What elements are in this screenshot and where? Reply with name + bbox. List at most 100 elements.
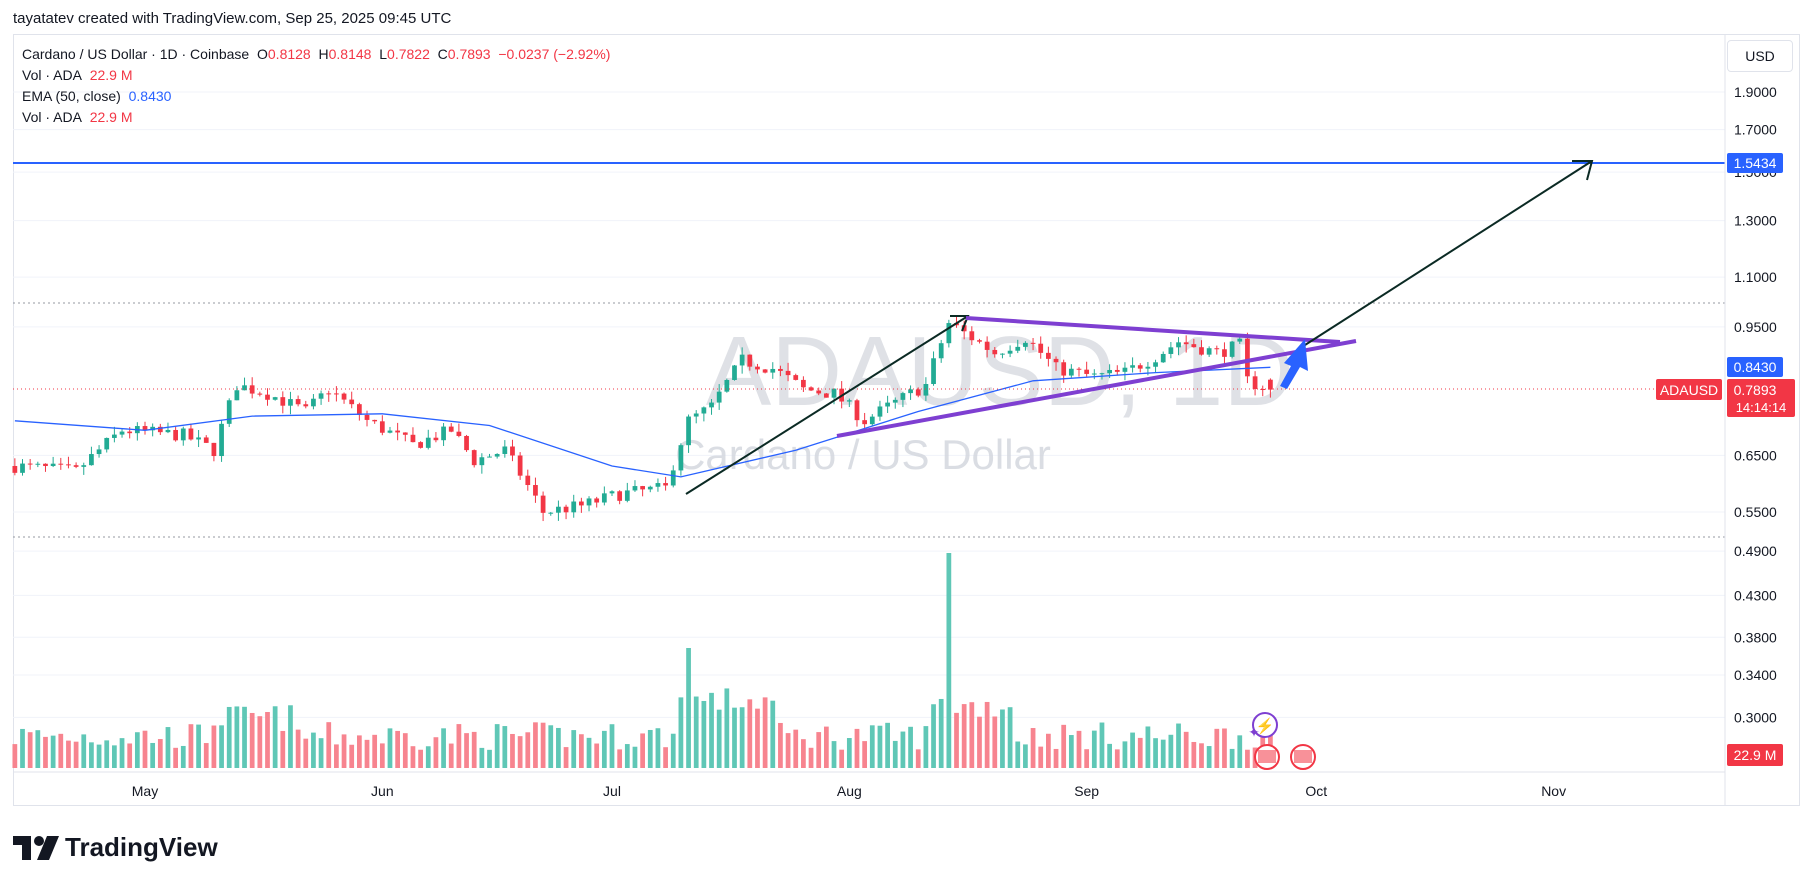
- price-tick-label: 0.6500: [1734, 447, 1777, 463]
- volume-bar: [364, 739, 370, 768]
- symbol-badge-label: ADAUSD: [1660, 382, 1718, 398]
- candle-body: [624, 490, 630, 501]
- volume-bar: [655, 728, 661, 768]
- volume-bar: [732, 707, 737, 768]
- volume-bar: [234, 706, 240, 768]
- candle-body: [601, 493, 607, 503]
- legend-volume-label: Vol · ADA: [22, 67, 82, 83]
- breakout-arrow-icon[interactable]: [1280, 339, 1308, 389]
- candle-body: [318, 393, 324, 399]
- price-axis[interactable]: 1.90001.70001.50001.30001.10000.95000.65…: [1734, 84, 1777, 725]
- candle-body: [89, 454, 94, 466]
- legend-volume2-label: Vol · ADA: [22, 109, 82, 125]
- legend-volume2-row[interactable]: Vol · ADA 22.9 M: [22, 107, 610, 128]
- candle-body: [27, 463, 33, 465]
- volume-bar: [1153, 738, 1158, 768]
- candle-body: [448, 426, 454, 432]
- candle-body: [739, 354, 745, 366]
- volume-bar: [678, 697, 684, 768]
- volume-bar: [1214, 728, 1220, 768]
- volume-bar: [494, 724, 500, 768]
- triangle-upper-line[interactable]: [965, 316, 1341, 344]
- volume-bar: [127, 743, 133, 768]
- projection-arrow-line[interactable]: [1304, 160, 1593, 346]
- volume-bar: [540, 722, 546, 768]
- legend-change: −0.0237 (−2.92%): [498, 46, 611, 62]
- volume-bar: [249, 712, 255, 768]
- volume-bar: [471, 731, 477, 768]
- volume-bar: [1229, 748, 1235, 768]
- candle-body: [946, 323, 952, 344]
- volume-bar: [272, 706, 278, 768]
- volume-bar: [441, 728, 446, 768]
- volume-bar: [410, 746, 416, 768]
- legend-symbol-row: Cardano / US Dollar · 1D · Coinbase O0.8…: [22, 44, 610, 65]
- candle-body: [869, 416, 875, 425]
- volume-bar: [739, 707, 745, 768]
- candle-body: [341, 393, 347, 400]
- candle-body: [81, 465, 87, 467]
- candle-body: [410, 434, 416, 443]
- candle-body: [1160, 353, 1166, 363]
- volume-bar: [1000, 709, 1005, 768]
- projection-arrowhead: [1572, 160, 1594, 181]
- candle-body: [349, 399, 355, 405]
- candle-body: [1229, 341, 1235, 357]
- trend-arrow-line[interactable]: [685, 315, 969, 495]
- candle-body: [295, 399, 301, 405]
- volume-bar: [1023, 744, 1028, 768]
- volume-bar: [134, 732, 140, 768]
- triangle-lower-line[interactable]: [836, 339, 1357, 438]
- volume-bar: [624, 744, 630, 768]
- volume-bar: [1122, 741, 1128, 768]
- event-flash-icon[interactable]: [1252, 712, 1278, 738]
- candle-body: [311, 398, 316, 407]
- candle-body: [1168, 347, 1174, 354]
- candle-body: [196, 437, 201, 440]
- candle-body: [425, 437, 431, 448]
- countdown-label: 14:14:14: [1736, 400, 1787, 415]
- candle-body: [517, 455, 523, 476]
- volume-bar: [1068, 735, 1074, 768]
- volume-bar: [165, 727, 171, 768]
- time-tick-label: Nov: [1541, 783, 1566, 799]
- event-icons[interactable]: ⚡ ✦: [1248, 712, 1316, 770]
- time-axis[interactable]: May Jun Jul Aug Sep Oct Nov: [132, 783, 1566, 799]
- volume-bar: [724, 688, 730, 768]
- candle-body: [977, 340, 982, 342]
- price-tick-label: 1.1000: [1734, 269, 1777, 285]
- us-flag-icon-2-stripes: [1294, 750, 1312, 763]
- volume-bar: [464, 733, 469, 768]
- volume-bar: [594, 743, 600, 768]
- volume-bar: [640, 733, 645, 768]
- candle-body: [1191, 344, 1197, 348]
- candle-body: [1145, 366, 1151, 369]
- currency-button[interactable]: USD: [1727, 40, 1793, 72]
- tradingview-logo[interactable]: TradingView: [13, 832, 218, 863]
- volume-bar: [716, 709, 722, 768]
- volume-bar: [196, 724, 201, 768]
- candle-body: [211, 442, 217, 457]
- candle-body: [533, 485, 538, 496]
- volume-bar: [816, 732, 822, 768]
- volume-bar: [663, 747, 668, 768]
- candle-body: [885, 402, 890, 407]
- volume-bar: [150, 742, 156, 768]
- price-tick-label: 0.4300: [1734, 587, 1777, 603]
- candle-body: [303, 404, 309, 407]
- volume-bar: [563, 747, 569, 768]
- candle-body: [609, 491, 615, 494]
- volume-bar: [862, 741, 868, 768]
- candle-body: [379, 421, 385, 433]
- candle-body: [1023, 342, 1028, 347]
- candle-body: [66, 464, 71, 466]
- volume-bar: [456, 724, 462, 768]
- legend-ema-row[interactable]: EMA (50, close) 0.8430: [22, 86, 610, 107]
- legend-low-value: 0.7822: [387, 46, 430, 62]
- candle-body: [801, 379, 806, 388]
- volume-bar: [709, 692, 714, 768]
- legend-volume-row[interactable]: Vol · ADA 22.9 M: [22, 65, 610, 86]
- candle-body: [418, 442, 423, 448]
- event-flash-icon-glyph: ⚡: [1256, 717, 1275, 735]
